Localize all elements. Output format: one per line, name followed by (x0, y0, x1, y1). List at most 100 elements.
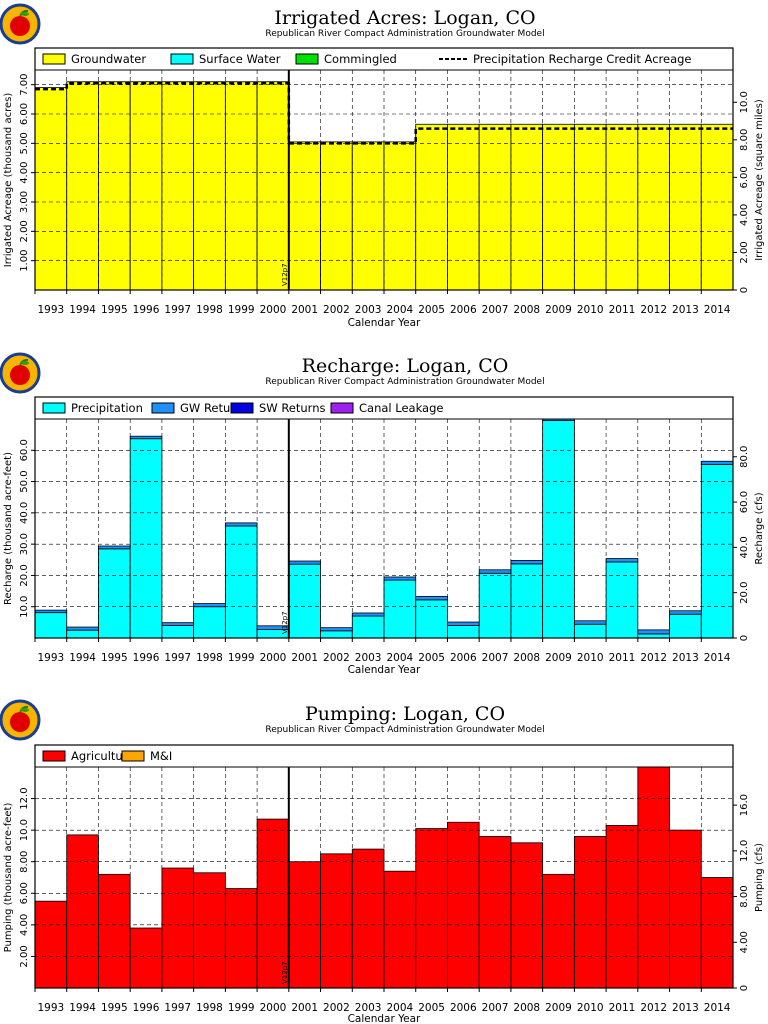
x-tick-label-2013: 2013 (672, 1002, 699, 1014)
y-tick-label: 4.00 (19, 162, 30, 184)
bar-precipitation-1993 (34, 612, 68, 639)
x-tick-label-2012: 2012 (640, 1002, 667, 1014)
bar-gw-returns-2006 (447, 621, 480, 626)
y2-tick-label: 40.0 (739, 536, 750, 558)
logo-apple-icon (0, 3, 41, 45)
x-tick-label-2005: 2005 (418, 304, 445, 316)
x-tick-label-2008: 2008 (513, 1002, 540, 1014)
y-tick-label: 1.00 (19, 250, 30, 272)
bar-gw-returns-2012 (637, 629, 670, 635)
bar-agricultural-2010 (573, 836, 607, 989)
x-tick-label-2003: 2003 (355, 304, 382, 316)
bar-groundwater-2008 (510, 123, 544, 291)
bar-gw-returns-2001 (288, 560, 321, 565)
bar-precipitation-2004 (383, 579, 417, 639)
y-tick-label: 3.00 (19, 191, 30, 213)
x-tick-label-2004: 2004 (386, 304, 413, 316)
y-tick-label: 40.0 (19, 502, 30, 524)
legend-swatch-3 (330, 402, 354, 414)
bar-precipitation-1998 (193, 606, 226, 639)
chart-title: Pumping: Logan, CO (305, 703, 505, 725)
x-tick-label-1997: 1997 (164, 1002, 191, 1014)
x-axis-label: Calendar Year (348, 317, 421, 329)
x-tick-label-2002: 2002 (323, 1002, 350, 1014)
bar-gw-returns-2005 (415, 595, 448, 601)
bar-groundwater-1993 (34, 87, 68, 291)
x-tick-label-1995: 1995 (101, 1002, 128, 1014)
x-tick-label-1994: 1994 (69, 652, 96, 664)
y2-tick-label: 0 (739, 635, 750, 641)
bar-agricultural-2012 (637, 765, 670, 989)
bar-groundwater-2012 (637, 123, 670, 291)
bar-gw-returns-1994 (66, 626, 99, 631)
legend-label-0: Agricultural (71, 749, 138, 763)
bar-agricultural-2006 (447, 821, 480, 989)
y2-tick-label: 4.00 (739, 204, 750, 226)
legend-swatch-1 (151, 402, 175, 414)
y-axis-label: Pumping (thousand acre-feet) (3, 803, 14, 953)
x-tick-label-2000: 2000 (260, 652, 287, 664)
bar-precipitation-2003 (351, 615, 385, 639)
bar-gw-returns-2004 (383, 576, 417, 581)
x-tick-label-1993: 1993 (37, 652, 64, 664)
legend-label-2: SW Returns (259, 401, 325, 415)
bar-groundwater-1995 (98, 81, 131, 291)
y-tick-label: 10.0 (19, 819, 30, 841)
x-tick-label-2006: 2006 (450, 1002, 477, 1014)
x-tick-label-2014: 2014 (704, 652, 731, 664)
legend-swatch-2 (295, 53, 319, 65)
x-tick-label-2012: 2012 (640, 652, 667, 664)
bar-agricultural-1999 (224, 888, 258, 989)
bar-gw-returns-1997 (161, 622, 195, 626)
bar-precipitation-2010 (573, 623, 607, 639)
version-marker-label: V12p7 (281, 611, 289, 634)
bar-agricultural-1994 (66, 834, 99, 989)
bar-gw-returns-1998 (193, 603, 226, 608)
bar-groundwater-2003 (351, 141, 385, 291)
bar-precipitation-1996 (129, 438, 163, 639)
legend-swatch-2 (230, 402, 254, 414)
legend-label-3: Precipitation Recharge Credit Acreage (473, 52, 692, 66)
x-tick-label-1999: 1999 (228, 304, 255, 316)
y-tick-label: 4.00 (19, 914, 30, 936)
x-tick-label-1995: 1995 (101, 652, 128, 664)
precip-credit-line (35, 81, 733, 145)
bar-agricultural-2014 (700, 877, 734, 989)
y2-axis-label: Recharge (cfs) (754, 492, 765, 564)
bar-gw-returns-1996 (129, 435, 163, 440)
x-tick-label-2009: 2009 (545, 1002, 572, 1014)
bar-precipitation-1999 (224, 525, 258, 639)
legend-label-3: Canal Leakage (359, 401, 443, 415)
x-tick-label-2001: 2001 (291, 304, 318, 316)
bar-agricultural-1998 (193, 872, 226, 989)
x-tick-label-2004: 2004 (386, 652, 413, 664)
x-tick-label-2000: 2000 (260, 1002, 287, 1014)
bar-groundwater-1996 (129, 81, 163, 291)
bar-groundwater-2002 (320, 141, 353, 291)
x-axis-label: Calendar Year (348, 1013, 421, 1024)
x-tick-label-2009: 2009 (545, 652, 572, 664)
y2-axis-label: Pumping (cfs) (754, 843, 765, 912)
version-marker-label: V12p7 (281, 263, 289, 286)
bar-agricultural-2008 (510, 842, 544, 989)
y-tick-label: 5.00 (19, 132, 30, 154)
bar-groundwater-1998 (193, 81, 226, 291)
bar-precipitation-2014 (700, 463, 734, 639)
x-tick-label-1996: 1996 (133, 1002, 160, 1014)
x-tick-label-2008: 2008 (513, 652, 540, 664)
bar-agricultural-2011 (605, 825, 639, 989)
x-tick-label-2001: 2001 (291, 1002, 318, 1014)
bar-agricultural-1997 (161, 867, 195, 989)
bar-agricultural-1995 (98, 873, 131, 989)
y-tick-label: 8.00 (19, 851, 30, 873)
bar-groundwater-2009 (542, 123, 575, 291)
x-tick-label-2011: 2011 (609, 1002, 636, 1014)
chart-subtitle: Republican River Compact Administration … (265, 29, 544, 39)
x-tick-label-1999: 1999 (228, 652, 255, 664)
bar-gw-returns-1993 (34, 609, 68, 614)
x-tick-label-2002: 2002 (323, 652, 350, 664)
bar-gw-returns-2014 (700, 460, 734, 465)
bar-agricultural-2002 (320, 853, 353, 989)
bar-precipitation-2011 (605, 561, 639, 639)
